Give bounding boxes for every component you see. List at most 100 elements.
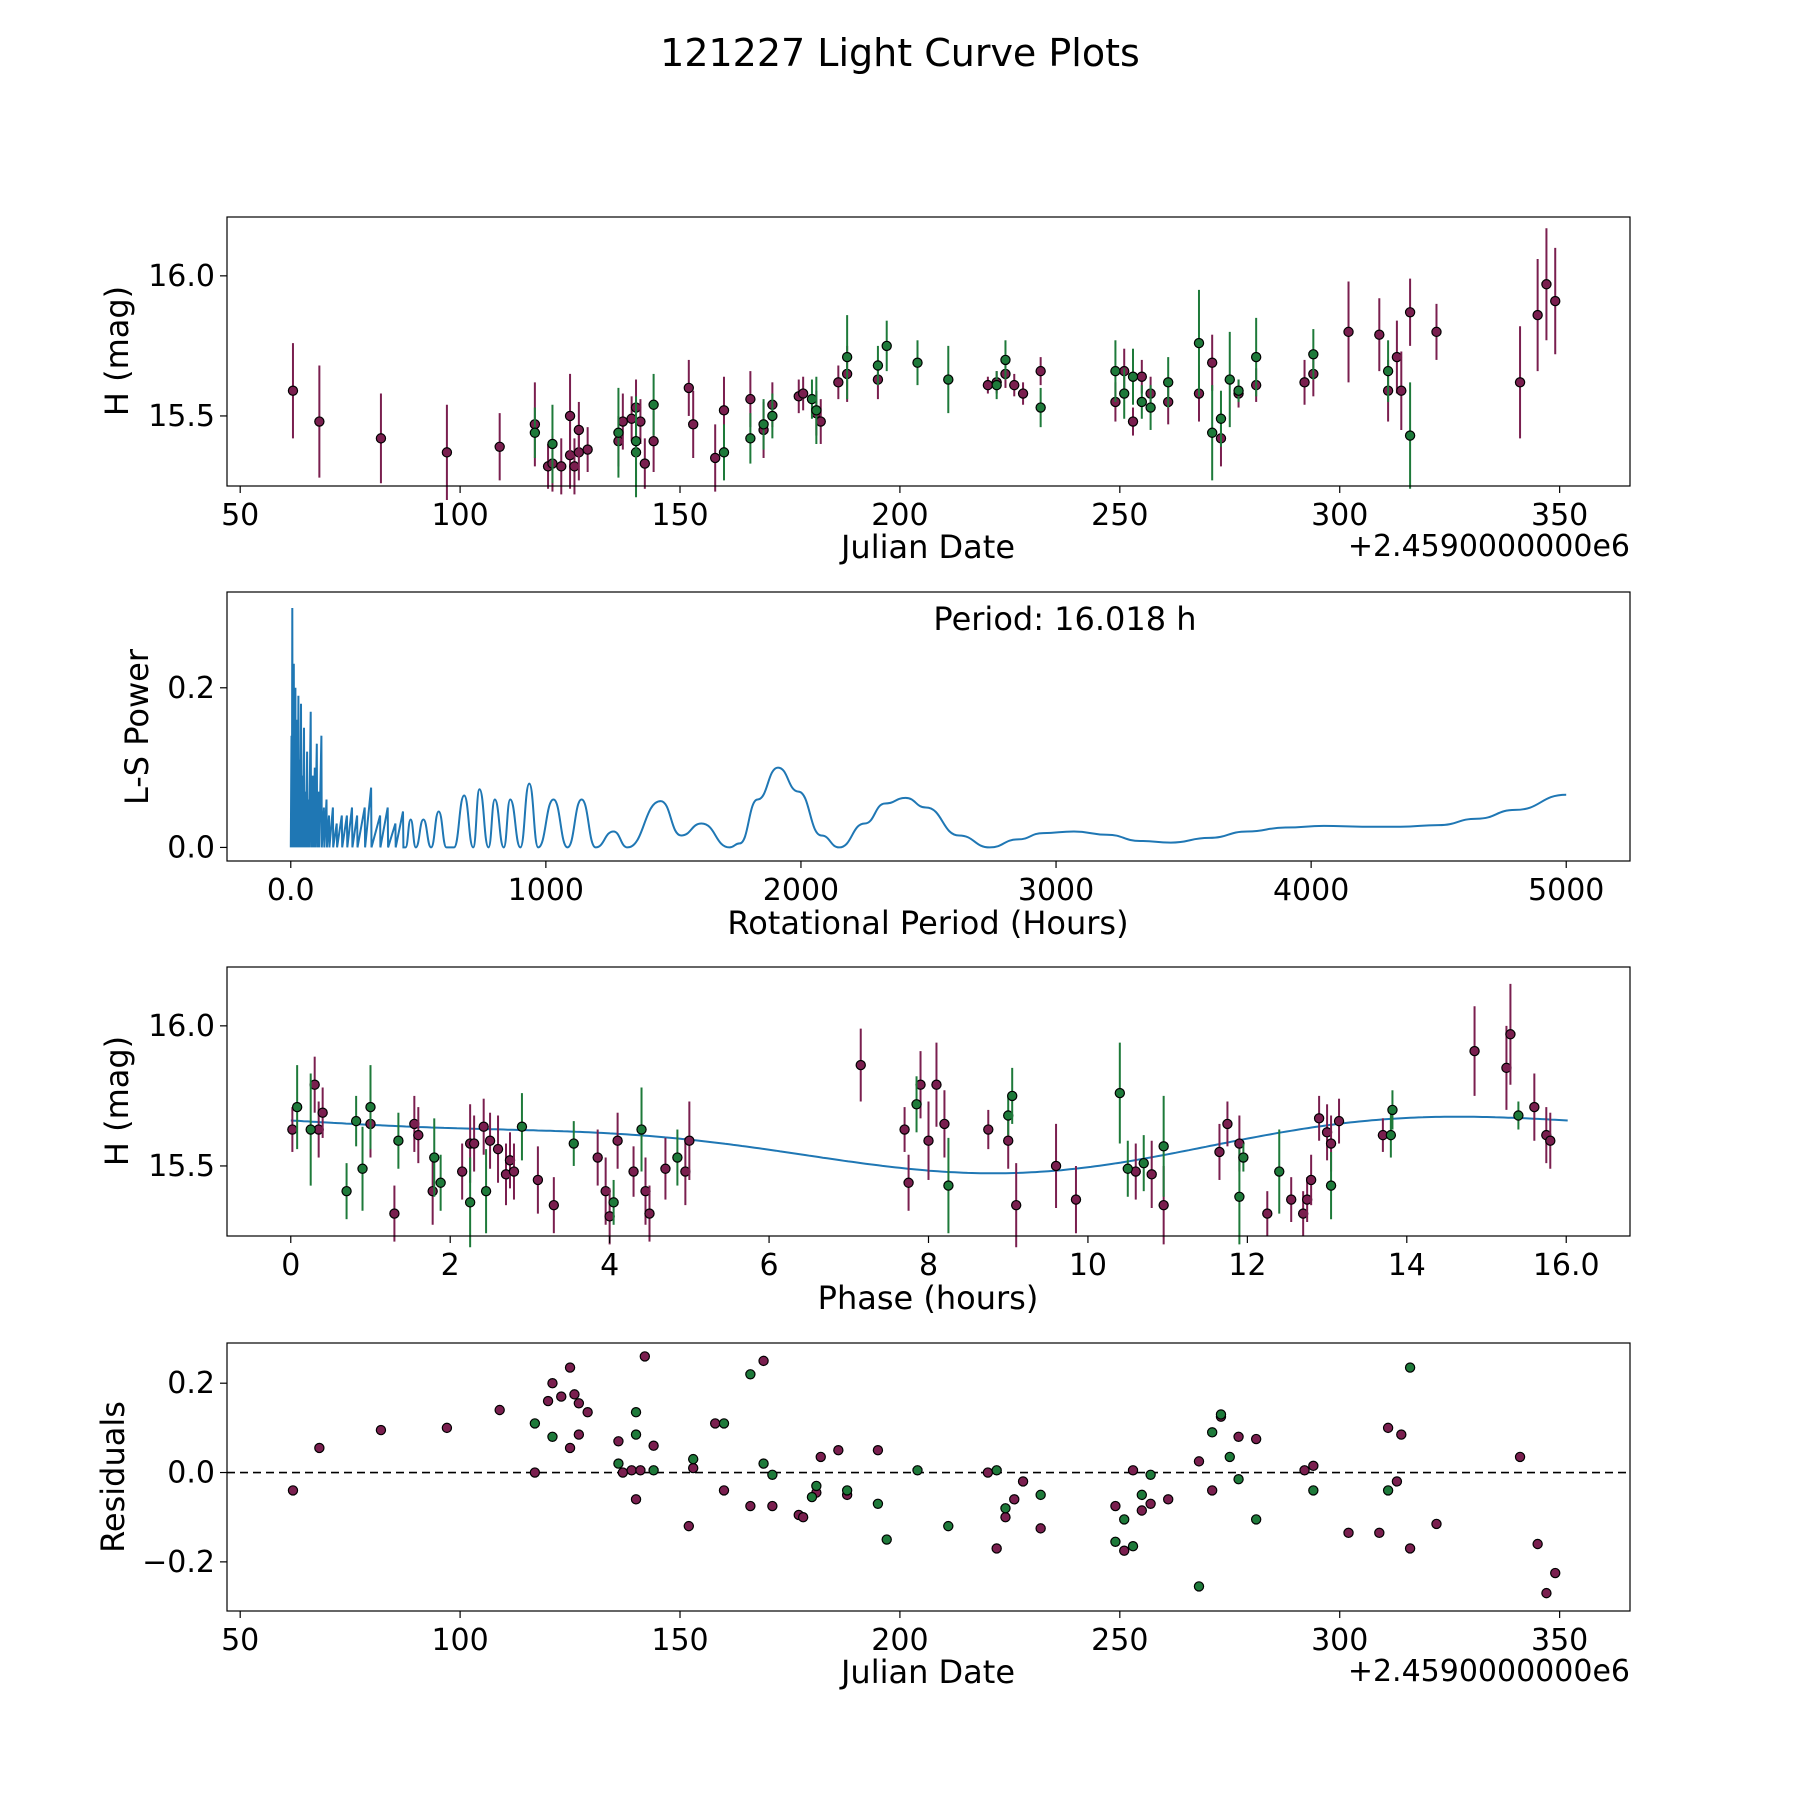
lightcurve-point-green: [1382, 365, 1394, 377]
residuals-point-magenta: [982, 1467, 994, 1478]
residuals-point-magenta: [569, 1389, 580, 1400]
residuals-point-magenta: [688, 1462, 699, 1474]
lightcurve-xtick-label: 50: [221, 498, 259, 533]
phased-panel: 0 2 4 6 8 10 12 14 16.0 15.5 16.0 Phase (hours) H …: [98, 966, 1631, 1317]
residuals-point-green: [1000, 1503, 1011, 1514]
phased-point-magenta: [1469, 1045, 1480, 1057]
lightcurve-point-green: [1193, 337, 1205, 349]
phased-point-magenta: [468, 1138, 480, 1149]
residuals-point-magenta: [1193, 1456, 1205, 1467]
residuals-point-magenta: [1541, 1587, 1552, 1599]
lightcurve-point-green: [1145, 402, 1156, 413]
lightcurve-point-green: [1224, 374, 1235, 385]
phased-point-magenta: [1146, 1169, 1157, 1180]
phased-ytick-label: 15.5: [148, 1149, 215, 1184]
lightcurve-point-green: [1000, 354, 1011, 366]
residuals-point-green: [1233, 1474, 1244, 1485]
phased-point-magenta: [508, 1166, 520, 1177]
lightcurve-point-magenta: [1035, 365, 1046, 377]
residuals-ytick-label: 0.0: [167, 1456, 215, 1491]
residuals-point-green: [688, 1453, 699, 1465]
residuals-point-green: [1119, 1514, 1130, 1525]
residuals-point-magenta: [1145, 1498, 1156, 1510]
residuals-point-magenta: [745, 1500, 756, 1512]
lightcurve-point-green: [648, 399, 659, 410]
lightcurve-point-magenta: [815, 416, 826, 427]
phased-point-magenta: [931, 1079, 942, 1090]
lightcurve-point-magenta: [582, 444, 593, 455]
phased-point-magenta: [1529, 1101, 1540, 1113]
phased-point-green: [943, 1180, 954, 1191]
lightcurve-xlabel: Julian Date: [839, 528, 1015, 566]
phased-xtick-label: 14: [1388, 1248, 1426, 1283]
periodogram-xtick-label: 3000: [1018, 873, 1094, 908]
residuals-point-green: [991, 1465, 1002, 1476]
residuals-point-magenta: [564, 1442, 576, 1454]
lightcurve-point-green: [1215, 413, 1227, 424]
lightcurve-point-magenta: [1343, 326, 1354, 338]
lightcurve-point-green: [1136, 396, 1148, 408]
residuals-xtick-label: 200: [871, 1623, 928, 1658]
residuals-ytick-label: −0.2: [142, 1545, 215, 1580]
phased-point-magenta: [660, 1163, 671, 1174]
residuals-point-magenta: [648, 1440, 659, 1451]
phased-point-magenta: [478, 1121, 489, 1132]
residuals-point-magenta: [542, 1395, 554, 1407]
lightcurve-point-green: [630, 435, 642, 447]
residuals-point-green: [745, 1369, 756, 1380]
phased-point-green: [1234, 1191, 1245, 1202]
phased-point-green: [429, 1152, 440, 1163]
phased-point-magenta: [1050, 1160, 1062, 1172]
residuals-xtick-label: 100: [431, 1623, 488, 1658]
phased-point-green: [393, 1135, 404, 1146]
phased-point-magenta: [456, 1166, 468, 1177]
lightcurve-point-green: [1206, 427, 1218, 438]
residuals-point-green: [1404, 1362, 1416, 1373]
residuals-point-magenta: [613, 1436, 624, 1447]
lightcurve-point-green: [881, 340, 892, 352]
lightcurve-point-magenta: [1017, 388, 1029, 399]
residuals-point-magenta: [1550, 1567, 1561, 1579]
residuals-point-green: [1215, 1409, 1227, 1420]
phased-point-magenta: [484, 1135, 496, 1146]
phased-point-magenta: [1003, 1135, 1014, 1146]
residuals-point-magenta: [630, 1494, 642, 1505]
lightcurve-xtick-label: 150: [651, 498, 708, 533]
phased-point-green: [480, 1185, 492, 1197]
lightcurve-axes-frame: [226, 216, 1631, 487]
lightcurve-point-magenta: [573, 424, 585, 436]
residuals-point-green: [841, 1485, 853, 1496]
residuals-point-magenta: [991, 1543, 1002, 1554]
phased-point-green: [1513, 1110, 1524, 1121]
residuals-point-magenta: [797, 1511, 809, 1523]
phased-point-magenta: [939, 1118, 950, 1130]
residuals-point-green: [1308, 1485, 1319, 1496]
residuals-point-magenta: [1017, 1476, 1029, 1487]
residuals-point-green: [1127, 1541, 1139, 1552]
periodogram-ylabel: L-S Power: [118, 648, 156, 805]
lightcurve-point-green: [613, 427, 624, 438]
residuals-point-green: [1250, 1514, 1262, 1525]
phased-xtick-label: 2: [441, 1248, 460, 1283]
phased-point-magenta: [644, 1208, 655, 1219]
lightcurve-xtick-label: 300: [1311, 498, 1368, 533]
residuals-point-green: [943, 1520, 954, 1532]
residuals-point-magenta: [441, 1422, 453, 1434]
lightcurve-point-green: [1404, 430, 1416, 441]
phased-point-magenta: [1325, 1138, 1337, 1149]
residuals-point-magenta: [1431, 1518, 1442, 1530]
phased-point-magenta: [413, 1129, 424, 1141]
lightcurve-xtick-label: 200: [871, 498, 928, 533]
residuals-point-magenta: [1374, 1527, 1385, 1539]
periodogram-ytick-label: 0.0: [167, 830, 215, 865]
lightcurve-point-magenta: [1514, 377, 1526, 388]
phased-point-green: [1274, 1166, 1285, 1177]
residuals-point-magenta: [1119, 1545, 1130, 1556]
lightcurve-point-magenta: [1404, 307, 1416, 318]
phased-xtick-label: 6: [760, 1248, 779, 1283]
phased-point-magenta: [923, 1135, 934, 1146]
phased-point-magenta: [1010, 1199, 1022, 1211]
residuals-point-green: [630, 1407, 642, 1418]
lightcurve-point-magenta: [648, 435, 659, 447]
phased-point-magenta: [592, 1152, 603, 1163]
